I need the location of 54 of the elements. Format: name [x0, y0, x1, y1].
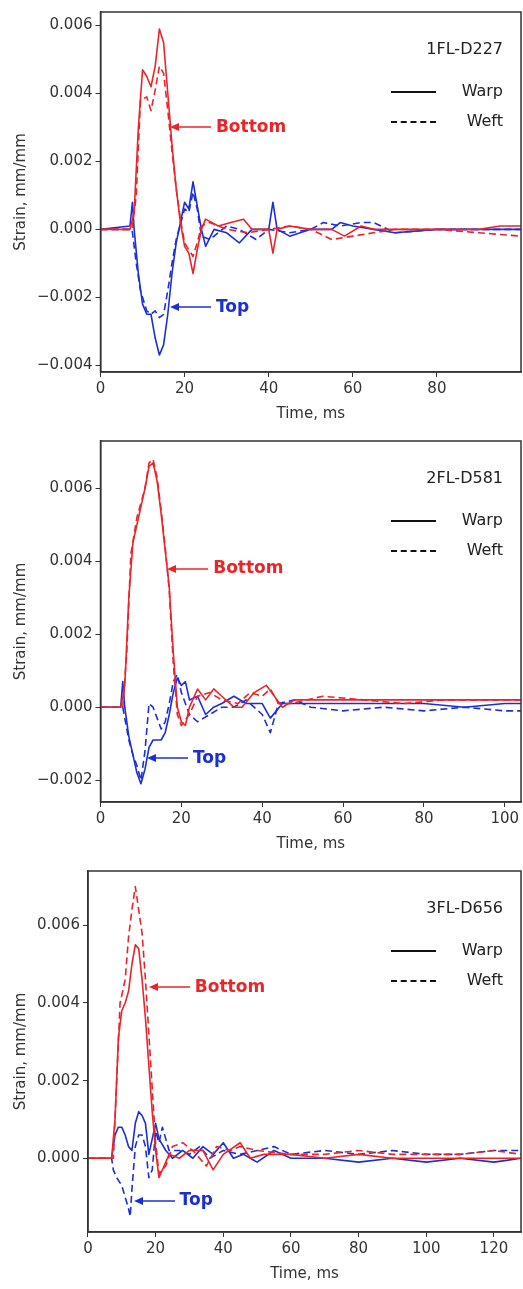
annotation: Warp: [461, 81, 503, 101]
y-tick-label: 0.002: [49, 151, 93, 170]
y-tick-label: 0.004: [49, 83, 93, 102]
y-tick-label: 0.004: [49, 551, 93, 570]
annotation: Warp: [461, 510, 503, 530]
text: 1FL-D227: [426, 39, 503, 59]
y-tick-label: 0.006: [36, 915, 80, 934]
x-tick-label: 80: [349, 1238, 369, 1257]
x-tick-label: 20: [146, 1238, 166, 1257]
y-tick-label: 0.006: [49, 15, 93, 34]
y-tick-label: 0.000: [36, 1148, 80, 1167]
x-axis-title: Time, ms: [275, 403, 346, 422]
x-axis-title: Time, ms: [275, 833, 346, 852]
annotation: Weft: [466, 540, 503, 560]
x-tick-label: 60: [333, 808, 353, 827]
text: 3FL-D656: [426, 898, 503, 918]
x-tick-label: 40: [259, 378, 279, 397]
annotation: Weft: [466, 970, 503, 990]
x-tick-label: 80: [427, 378, 447, 397]
x-tick-label: 80: [414, 808, 434, 827]
y-tick-label: 0.002: [49, 624, 93, 643]
y-tick-label: 0.002: [36, 1070, 80, 1089]
x-tick-label: 0: [83, 1238, 93, 1257]
x-tick-label: 0: [95, 378, 106, 397]
y-tick-label: 0.006: [49, 478, 93, 497]
y-tick-label: 0.004: [36, 992, 80, 1011]
x-tick-label: 100: [411, 1238, 441, 1257]
annotation: Top: [193, 746, 227, 767]
annotation: Bottom: [213, 557, 284, 578]
annotation: Weft: [466, 111, 503, 131]
x-tick-label: 100: [490, 808, 520, 827]
annotation: Warp: [461, 940, 503, 960]
x-axis-title: Time, ms: [269, 1263, 339, 1282]
x-tick-label: 20: [175, 378, 195, 397]
x-tick-label: 20: [171, 808, 191, 827]
x-tick-label: 120: [479, 1238, 509, 1257]
annotation: Top: [179, 1189, 213, 1210]
y-tick-label: −0.002: [36, 770, 93, 789]
x-tick-label: 0: [95, 808, 106, 827]
y-axis-title: Strain, mm/mm: [10, 133, 29, 251]
y-tick-label: 0.000: [49, 219, 93, 238]
y-axis-title: Strain, mm/mm: [10, 992, 29, 1111]
x-tick-label: 60: [343, 378, 363, 397]
y-tick-label: −0.002: [36, 287, 93, 306]
x-tick-label: 40: [252, 808, 272, 827]
annotation: Top: [215, 295, 250, 316]
y-tick-label: 0.000: [49, 697, 93, 716]
annotation: Bottom: [215, 115, 287, 136]
y-axis-title: Strain, mm/mm: [10, 562, 29, 681]
x-tick-label: 40: [213, 1238, 233, 1257]
x-tick-label: 60: [281, 1238, 301, 1257]
y-tick-label: −0.004: [36, 355, 93, 374]
annotation: Bottom: [194, 975, 266, 996]
text: 2FL-D581: [426, 468, 503, 488]
